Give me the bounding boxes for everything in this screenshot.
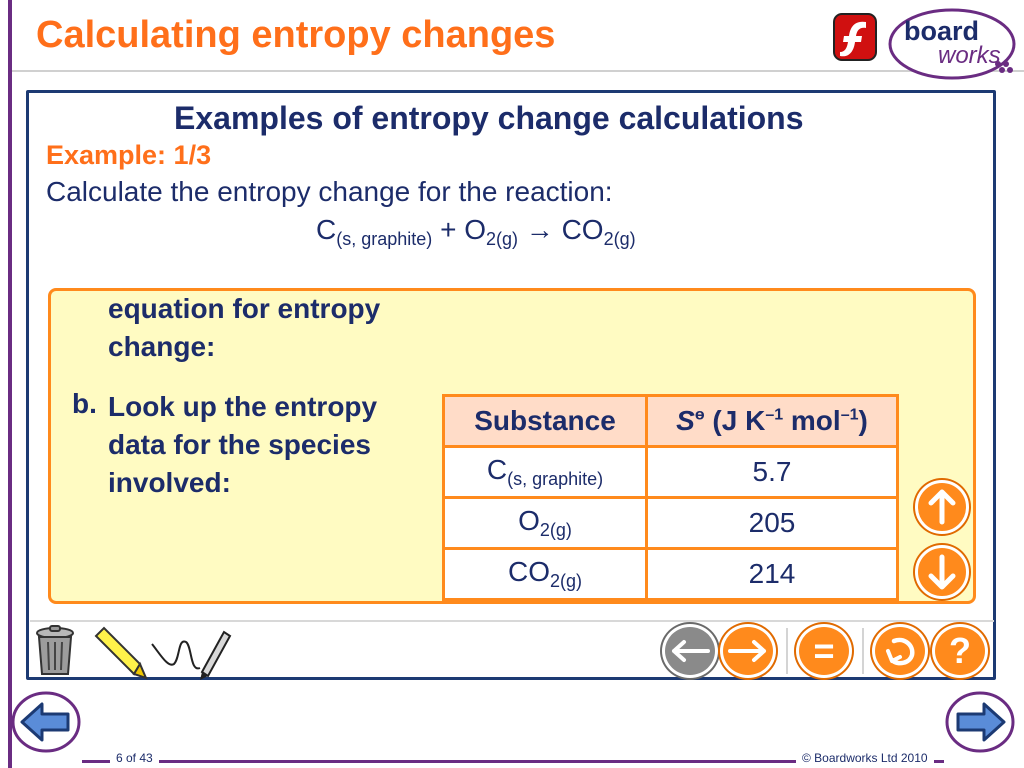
panel-heading: Examples of entropy change calculations [174,100,804,136]
footer-line [82,760,944,763]
brand-works-text: works [938,42,1001,69]
equals-symbol: = [813,630,835,671]
title-divider [12,70,1024,72]
previous-slide-button[interactable] [10,690,82,754]
highlighter-icon[interactable] [90,624,150,680]
table-header-row: Substance Sө (J K–1 mol–1) [442,394,899,448]
page-number: 6 of 43 [110,751,159,765]
substance-cell: O2(g) [442,496,648,550]
header-units-c: mol [783,405,841,436]
trash-icon[interactable] [32,624,78,678]
next-slide-button[interactable] [944,690,1016,754]
step-b-text: Look up the entropy data for the species… [108,391,378,498]
substance-state: 2(g) [539,520,572,540]
toolbar-divider [30,620,994,622]
pen-icon[interactable] [150,624,232,680]
scroll-up-button[interactable] [915,480,969,534]
step-a-text: equation for entropy change: [108,293,381,362]
right-arrow-icon [728,640,766,662]
substance-main: O [518,505,540,536]
slide-title: Calculating entropy changes [36,14,556,56]
scroll-down-button[interactable] [915,545,969,599]
table-row: C(s, graphite) 5.7 [442,445,899,499]
help-symbol: ? [949,630,971,671]
equation-oxygen: O [464,214,486,245]
equation-oxygen-state: 2(g) [485,229,518,249]
reaction-equation: C(s, graphite) + O2(g) → CO2(g) [316,214,636,250]
question-text: Calculate the entropy change for the rea… [46,176,613,207]
substance-cell: CO2(g) [442,547,648,601]
previous-step-button[interactable] [662,624,718,678]
left-border [8,0,12,768]
equation-carbon-state: (s, graphite) [336,229,433,249]
equation-co2-state: 2(g) [603,229,636,249]
help-button[interactable]: ? [932,624,988,678]
substance-main: CO [507,556,550,587]
brand-board-text: board [904,16,980,46]
value-cell: 5.7 [645,445,899,499]
replay-button[interactable] [872,624,928,678]
boardworks-logo: board works [886,6,1020,82]
table-row: CO2(g) 214 [442,547,899,601]
substance-main: C [486,454,508,485]
value-cell: 214 [645,547,899,601]
header-units-e: ) [858,405,868,436]
header-units-b: –1 [765,406,784,424]
entropy-data-table: Substance Sө (J K–1 mol–1) C(s, graphite… [442,394,899,601]
substance-state: (s, graphite) [507,469,604,489]
up-arrow-icon [928,489,956,525]
forward-arrow-icon [945,691,1015,753]
down-arrow-icon [928,554,956,590]
header-theta: ө [694,406,705,424]
equation-co2: CO [561,214,604,245]
header-units-a: (J K [712,405,766,436]
substance-cell: C(s, graphite) [442,445,648,499]
value-cell: 205 [645,496,899,550]
equation-plus: + [440,214,457,245]
equation-carbon: C [316,214,337,245]
header-substance: Substance [442,394,648,448]
header-entropy: Sө (J K–1 mol–1) [645,394,899,448]
equation-arrow: → [525,214,554,245]
example-label: Example: 1/3 [46,140,212,170]
toolbar-separator [862,628,864,674]
substance-state: 2(g) [549,571,582,591]
flash-logo-icon [832,12,878,62]
next-step-button[interactable] [720,624,776,678]
header-units-d: –1 [840,406,859,424]
step-b-letter: b. [72,388,97,419]
header-s-symbol: S [676,405,695,436]
left-arrow-icon [672,640,710,662]
equals-button[interactable]: = [796,624,852,678]
back-arrow-icon [11,691,81,753]
toolbar-separator [786,628,788,674]
table-row: O2(g) 205 [442,496,899,550]
replay-icon [886,637,915,666]
copyright-text: © Boardworks Ltd 2010 [796,751,934,765]
